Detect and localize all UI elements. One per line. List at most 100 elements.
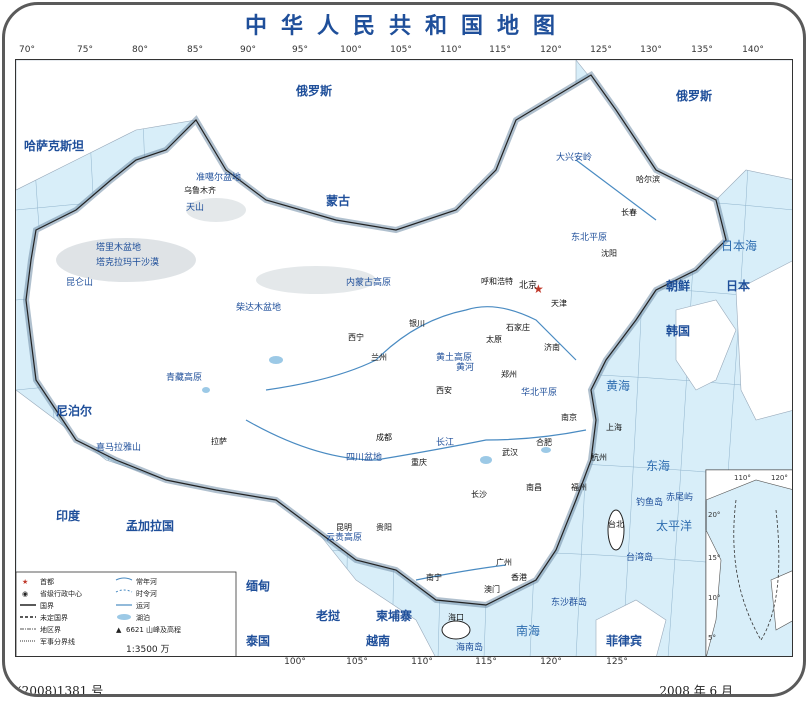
city-label: 兰州 bbox=[371, 352, 387, 362]
region-label: 天山 bbox=[186, 202, 204, 213]
lon-label: 110° bbox=[440, 45, 462, 55]
lon-label: 100° bbox=[284, 657, 306, 667]
south-china-sea-inset[interactable]: 110° 120° 20° 15° 10° 5° bbox=[705, 469, 793, 657]
pearl-river bbox=[415, 564, 507, 581]
legend-label: 省级行政中心 bbox=[40, 589, 82, 598]
city-label: 台北 bbox=[608, 519, 624, 529]
city-label: 广州 bbox=[496, 557, 512, 567]
city-label: 西安 bbox=[436, 385, 452, 395]
city-label: 南昌 bbox=[526, 482, 542, 492]
label-korea-north: 朝鲜 bbox=[666, 278, 690, 293]
label-pacific: 太平洋 bbox=[656, 518, 692, 533]
lon-label: 100° bbox=[340, 45, 362, 55]
legend-label: 国界 bbox=[40, 602, 54, 610]
city-label: 福州 bbox=[571, 483, 587, 492]
scale-label: 1:3500 万 bbox=[126, 645, 170, 655]
region-label: 赤尾屿 bbox=[666, 492, 693, 503]
legend-label: 首都 bbox=[40, 577, 54, 586]
lakes bbox=[202, 356, 551, 464]
label-south-sea: 南海 bbox=[516, 623, 540, 638]
region-label: 内蒙古高原 bbox=[346, 276, 391, 288]
legend-icon: ◉ bbox=[22, 590, 28, 598]
inset-lon-label: 120° bbox=[771, 474, 788, 482]
taiwan-island[interactable] bbox=[607, 509, 625, 551]
region-label: 钓鱼岛 bbox=[636, 496, 663, 508]
legend-label: 军事分界线 bbox=[40, 637, 75, 646]
city-label: 长沙 bbox=[471, 489, 487, 499]
city-label: 乌鲁木齐 bbox=[184, 185, 216, 195]
map-title: 中华人民共和国地图 bbox=[244, 13, 569, 39]
region-label: 华北平原 bbox=[521, 386, 557, 398]
approval-number: (2008)1381 号 bbox=[17, 684, 104, 697]
capital-beijing[interactable]: ★ 北京 bbox=[519, 279, 544, 296]
city-label: 昆明 bbox=[336, 523, 352, 532]
city-label: 天津 bbox=[551, 298, 567, 308]
lon-label: 105° bbox=[390, 45, 412, 55]
lon-label: 105° bbox=[346, 657, 368, 667]
city-labels: 乌鲁木齐 拉萨 西宁 兰州 银川 呼和浩特 太原 石家庄 天津 沈阳 长春 哈尔… bbox=[184, 174, 660, 622]
city-label: 南京 bbox=[561, 412, 577, 422]
region-label: 四川盆地 bbox=[346, 451, 382, 463]
region-labels: 天山 昆仑山 塔里木盆地 塔克拉玛干沙漠 准噶尔盆地 青藏高原 柴达木盆地 四川… bbox=[66, 151, 772, 653]
hainan-island[interactable] bbox=[441, 620, 471, 640]
region-label: 塔克拉玛干沙漠 bbox=[96, 256, 159, 268]
city-label: 太原 bbox=[486, 334, 502, 344]
region-label: 大兴安岭 bbox=[556, 151, 592, 163]
region-label: 柴达木盆地 bbox=[236, 301, 281, 313]
city-label: 香港 bbox=[511, 572, 527, 582]
city-label: 贵阳 bbox=[376, 522, 392, 532]
region-label: 青藏高原 bbox=[166, 371, 202, 383]
region-label: 东北平原 bbox=[571, 231, 607, 243]
publish-date: 2008 年 6 月 bbox=[659, 684, 733, 697]
label-thailand: 泰国 bbox=[245, 633, 270, 648]
lon-label: 140° bbox=[742, 45, 764, 55]
label-philippines: 菲律宾 bbox=[606, 633, 642, 648]
rivers bbox=[245, 159, 657, 581]
city-label: 重庆 bbox=[411, 457, 427, 467]
region-label: 东沙群岛 bbox=[551, 596, 587, 608]
region-label: 黄河 bbox=[456, 361, 474, 373]
label-cambodia: 柬埔寨 bbox=[375, 608, 412, 623]
city-label: 郑州 bbox=[501, 369, 517, 379]
yangtze-river bbox=[245, 419, 587, 461]
city-label: 银川 bbox=[409, 318, 425, 328]
city-label: 海口 bbox=[448, 612, 464, 622]
city-label: 济南 bbox=[544, 342, 560, 352]
legend-label: 未定国界 bbox=[40, 613, 68, 622]
yellow-river bbox=[265, 306, 577, 391]
legend-label: 6621 山峰及高程 bbox=[126, 625, 181, 634]
label-korea-south: 韩国 bbox=[666, 323, 690, 338]
region-label: 海南岛 bbox=[456, 641, 483, 653]
region-label: 长江 bbox=[436, 436, 454, 448]
city-label: 呼和浩特 bbox=[481, 276, 513, 286]
label-mongolia: 蒙古 bbox=[326, 193, 350, 208]
inset-lat-label: 15° bbox=[708, 554, 720, 562]
label-bangladesh: 孟加拉国 bbox=[126, 518, 174, 533]
label-kazakhstan: 哈萨克斯坦 bbox=[24, 138, 84, 153]
lon-label: 85° bbox=[187, 45, 203, 55]
map-canvas[interactable]: 哈萨克斯坦 蒙古 俄罗斯 俄罗斯 朝鲜 韩国 日本 印度 尼泊尔 孟加拉国 缅甸… bbox=[15, 59, 793, 657]
region-label: 云贵高原 bbox=[326, 531, 362, 543]
national-border bbox=[25, 74, 727, 606]
legend-icon: ▲ bbox=[116, 626, 122, 634]
map-svg: 哈萨克斯坦 蒙古 俄罗斯 俄罗斯 朝鲜 韩国 日本 印度 尼泊尔 孟加拉国 缅甸… bbox=[16, 60, 793, 657]
city-label: 澳门 bbox=[484, 584, 500, 594]
legend-river2-icon bbox=[115, 589, 133, 593]
city-label: 西宁 bbox=[348, 332, 364, 342]
legend-label: 时令河 bbox=[136, 589, 157, 598]
legend-lake-icon bbox=[117, 614, 131, 620]
label-vietnam: 越南 bbox=[365, 633, 390, 648]
legend-label: 运河 bbox=[136, 602, 150, 610]
city-label: 杭州 bbox=[591, 452, 607, 462]
region-label: 黄土高原 bbox=[436, 351, 472, 363]
region-label: 塔里木盆地 bbox=[96, 241, 141, 253]
lon-label: 130° bbox=[640, 45, 662, 55]
inset-lon-label: 110° bbox=[734, 474, 751, 482]
lon-label: 135° bbox=[691, 45, 713, 55]
heilongjiang bbox=[575, 159, 657, 221]
lon-label: 110° bbox=[411, 657, 433, 667]
label-india: 印度 bbox=[56, 508, 81, 523]
label-east-sea: 东海 bbox=[646, 458, 670, 473]
longitude-ruler-bottom: 100° 105° 110° 115° 120° 125° bbox=[5, 657, 803, 671]
